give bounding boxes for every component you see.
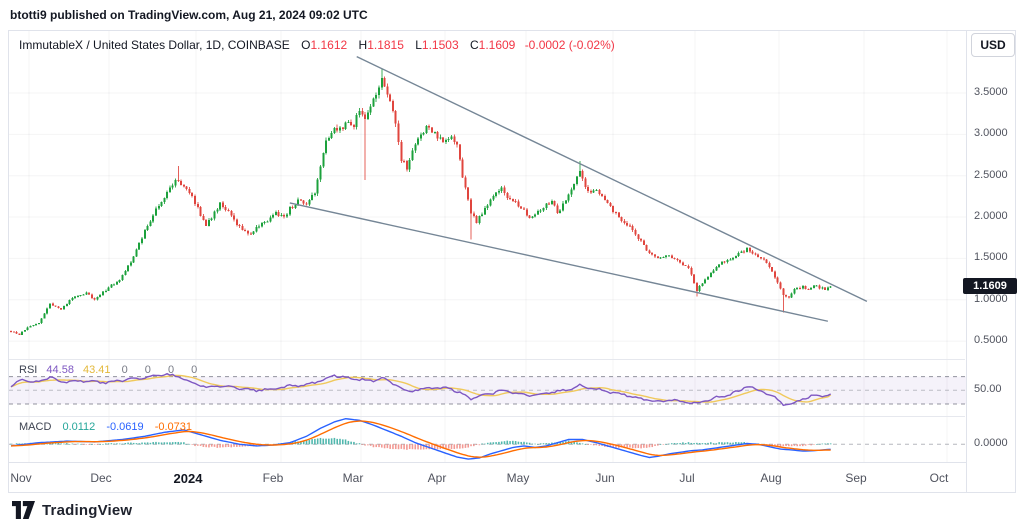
time-axis-label-dec: Dec <box>90 471 112 485</box>
price-axis-label: 2.5000 <box>974 168 1008 181</box>
time-axis-label-sep: Sep <box>845 471 867 485</box>
macd-legend[interactable]: MACD 0.0112 -0.0619 -0.0731 <box>19 421 192 433</box>
time-axis-label-aug: Aug <box>760 471 782 485</box>
time-axis-label-apr: Apr <box>427 471 447 485</box>
price-axis-label: 3.0000 <box>974 127 1008 140</box>
macd-hist-value: 0.0112 <box>62 421 96 433</box>
tradingview-logo-icon[interactable] <box>12 501 35 519</box>
chart-canvas[interactable] <box>9 31 966 462</box>
price-axis[interactable]: USD 1.1609 3.5000 3.0000 2.5000 2.0000 1.500… <box>963 31 1017 492</box>
time-axis[interactable]: Nov Dec 2024 Feb Mar Apr May Jun Jul Aug Sep Oct <box>9 462 966 494</box>
ohlc-high-value: 1.1815 <box>367 38 404 52</box>
ohlc-open-label: O <box>301 38 311 52</box>
footer: TradingView <box>12 501 132 519</box>
rsi-level-label: 50.00 <box>974 383 1002 396</box>
macd-line-value: -0.0619 <box>106 421 144 433</box>
macd-pane <box>10 417 832 460</box>
time-axis-label-may: May <box>506 471 530 485</box>
rsi-legend[interactable]: RSI 44.58 43.41 0 0 0 0 <box>19 364 204 376</box>
ohlc-close-label: C <box>469 38 479 52</box>
price-change: -0.0002 (-0.02%) <box>524 38 615 52</box>
upper-wedge[interactable] <box>356 55 868 303</box>
symbol-title[interactable]: ImmutableX / United States Dollar, 1D, C… <box>19 38 290 52</box>
rsi-ma-value: 43.41 <box>83 364 111 376</box>
ohlc-low-value: 1.1503 <box>421 38 459 52</box>
time-axis-label-jun: Jun <box>595 471 615 485</box>
time-axis-label-jul: Jul <box>679 471 695 485</box>
macd-signal-line <box>10 420 831 458</box>
publish-attribution: btotti9 published on TradingView.com, Au… <box>10 8 368 22</box>
macd-signal-value: -0.0731 <box>154 421 193 433</box>
trendlines <box>289 55 868 322</box>
ohlc-high-label: H <box>358 38 368 52</box>
price-axis-label: 1.5000 <box>974 251 1008 264</box>
time-axis-label-oct: Oct <box>929 471 949 485</box>
gridlines <box>9 31 966 462</box>
candlestick-series <box>10 69 832 336</box>
time-axis-label-feb: Feb <box>262 471 284 485</box>
pane-separator-rsi[interactable] <box>9 359 965 360</box>
macd-level-label: 0.0000 <box>974 437 1008 450</box>
price-axis-label: 3.5000 <box>974 86 1008 98</box>
rsi-indicator-name[interactable]: RSI <box>19 364 38 376</box>
rsi-divergence-values: 0 0 0 0 <box>121 364 205 376</box>
last-price-badge: 1.1609 <box>963 278 1017 295</box>
ohlc-open-value: 1.1612 <box>310 38 348 52</box>
lower-wedge[interactable] <box>289 202 829 322</box>
rsi-value: 44.58 <box>46 364 74 376</box>
macd-line <box>10 417 831 460</box>
rsi-line <box>10 372 832 407</box>
symbol-legend[interactable]: ImmutableX / United States Dollar, 1D, C… <box>19 38 615 52</box>
chart-widget: ImmutableX / United States Dollar, 1D, C… <box>8 30 1017 494</box>
price-axis-label: 0.5000 <box>974 334 1008 347</box>
tradingview-brand[interactable]: TradingView <box>42 501 133 519</box>
price-axis-label: 1.0000 <box>974 292 1008 305</box>
time-axis-label-nov: Nov <box>10 471 32 485</box>
ohlc-low-label: L <box>415 38 422 52</box>
pane-separator-macd[interactable] <box>9 416 965 417</box>
currency-toggle-button[interactable]: USD <box>971 33 1015 57</box>
price-axis-label: 2.0000 <box>974 210 1008 223</box>
time-axis-label-mar: Mar <box>342 471 364 485</box>
time-axis-label-2024: 2024 <box>173 471 203 486</box>
rsi-pane-lines <box>10 372 832 407</box>
ohlc-close-value: 1.1609 <box>478 38 516 52</box>
macd-indicator-name[interactable]: MACD <box>19 421 52 433</box>
rsi-band <box>9 376 966 405</box>
